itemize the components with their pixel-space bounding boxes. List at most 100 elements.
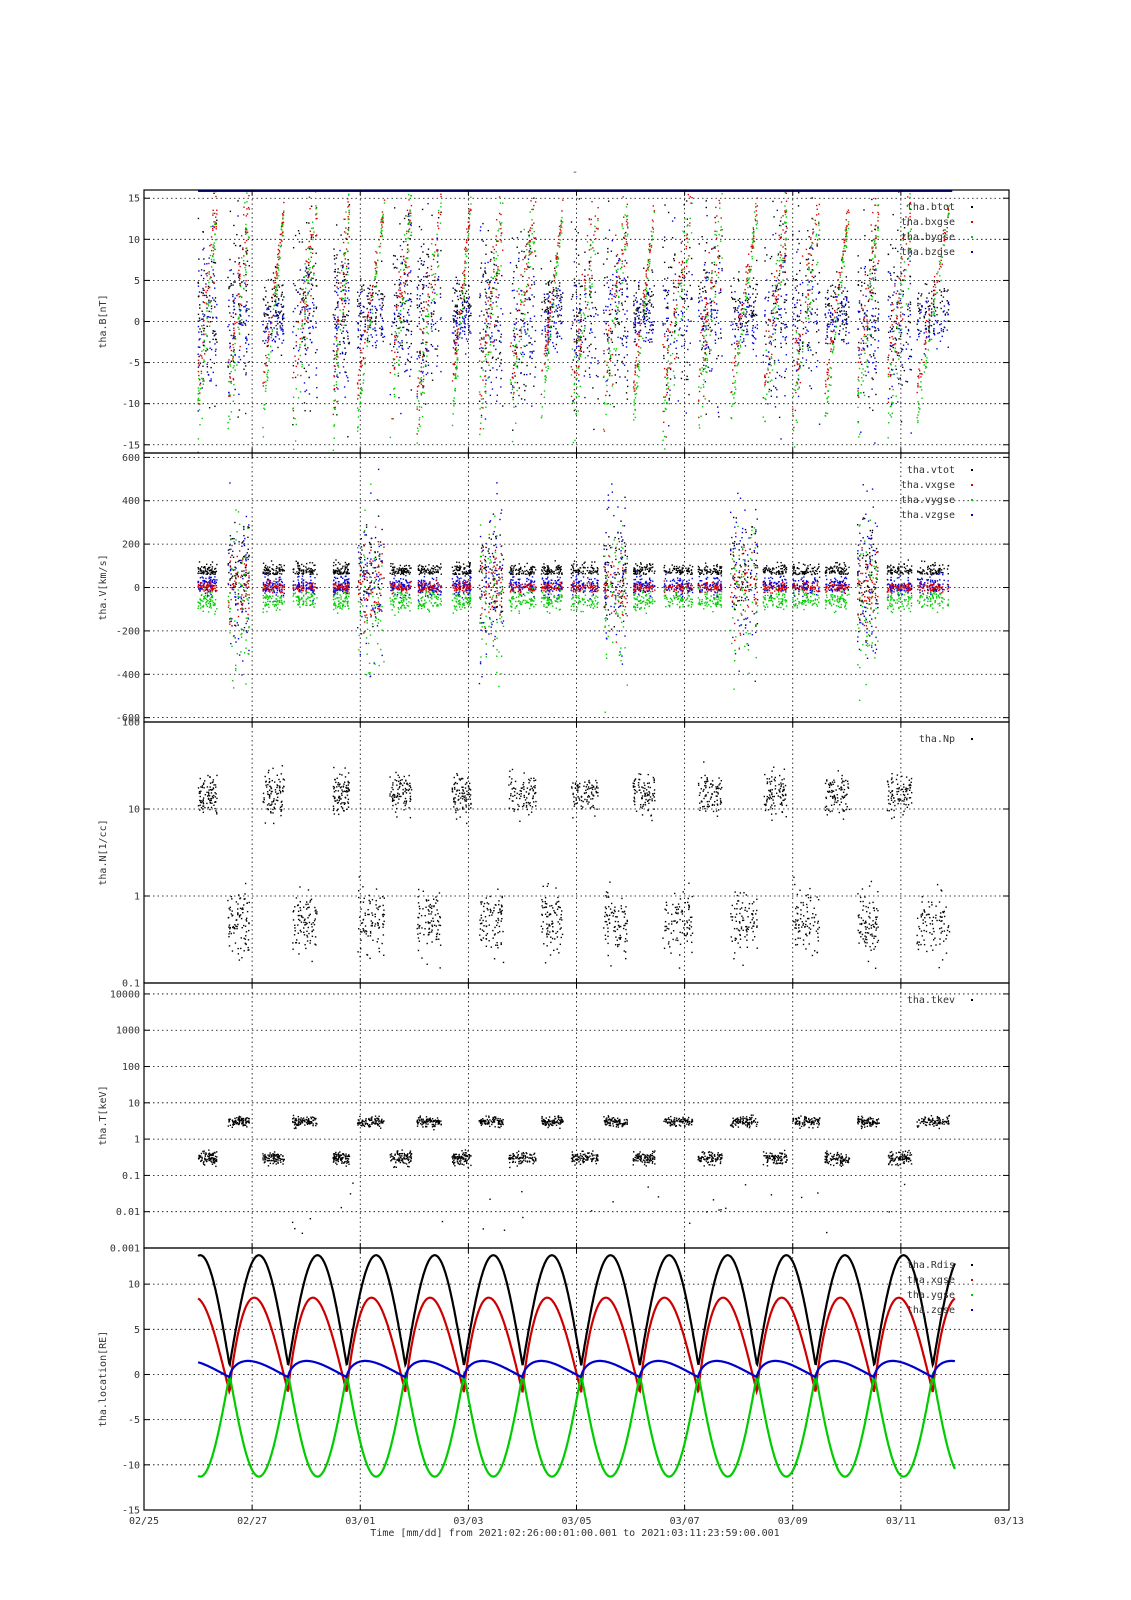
bxgse-point: [618, 296, 620, 298]
btot-point: [532, 268, 534, 270]
bygse-point: [380, 227, 382, 230]
bygse-point: [673, 332, 676, 334]
bxgse-point: [234, 322, 236, 324]
bzgse-point: [574, 318, 576, 321]
bxgse-point: [237, 272, 239, 275]
bzgse-point: [274, 311, 277, 313]
bygse-point: [543, 390, 546, 392]
bzgse-point: [370, 334, 372, 336]
btot-point: [638, 318, 640, 320]
bygse-point: [743, 308, 745, 310]
bygse-point: [401, 302, 403, 304]
bzgse-point: [367, 314, 369, 317]
bzgse-point: [518, 394, 520, 397]
btot-point: [484, 288, 486, 291]
bygse-point: [232, 356, 234, 359]
btot-point: [402, 241, 405, 243]
bygse-point: [197, 393, 200, 395]
btot-point: [214, 306, 216, 308]
bygse-point: [458, 332, 461, 334]
bygse-point: [720, 226, 722, 228]
btot-point: [556, 307, 559, 309]
bzgse-point: [299, 313, 301, 315]
bxgse-point: [212, 214, 214, 216]
bygse-point: [544, 378, 546, 380]
bzgse-point: [547, 333, 549, 336]
bzgse-point: [548, 295, 550, 297]
bxgse-point: [416, 393, 418, 395]
bxgse-point: [626, 222, 629, 224]
bxgse-point: [277, 256, 279, 258]
bygse-point: [559, 239, 561, 241]
bzgse-point: [242, 321, 245, 324]
bzgse-point: [393, 313, 396, 316]
bzgse-point: [197, 366, 200, 368]
bzgse-point: [675, 347, 677, 349]
bxgse-point: [399, 292, 401, 295]
bzgse-point: [493, 341, 495, 343]
bzgse-point: [238, 322, 240, 325]
btot-point: [360, 278, 362, 280]
bxgse-point: [670, 321, 673, 324]
bxgse-point: [280, 239, 282, 241]
bygse-point: [363, 372, 365, 375]
bxgse-point: [269, 326, 272, 329]
bygse-point: [451, 424, 454, 427]
bygse-point: [420, 376, 423, 379]
bxgse-point: [606, 370, 609, 372]
bxgse-point: [267, 337, 269, 340]
bzgse-point: [427, 364, 430, 367]
btot-point: [423, 355, 425, 357]
bygse-point: [688, 238, 690, 241]
bzgse-point: [714, 247, 716, 249]
bzgse-point: [668, 425, 670, 427]
btot-point: [609, 292, 612, 294]
bxgse-point: [437, 221, 439, 224]
bygse-point: [274, 303, 277, 306]
bzgse-point: [468, 310, 470, 312]
bzgse-point: [689, 342, 692, 344]
bygse-point: [638, 363, 640, 366]
bzgse-point: [734, 335, 736, 337]
btot-point: [212, 317, 214, 319]
bzgse-point: [232, 273, 235, 275]
bxgse-point: [479, 393, 481, 396]
bzgse-point: [488, 376, 490, 378]
bzgse-point: [751, 329, 754, 332]
bzgse-point: [670, 334, 673, 337]
bzgse-point: [198, 346, 201, 349]
bxgse-point: [627, 227, 629, 229]
bzgse-point: [210, 378, 212, 380]
bzgse-point: [558, 300, 561, 302]
bzgse-point: [647, 339, 650, 342]
btot-point: [579, 347, 582, 350]
bxgse-point: [456, 352, 458, 355]
bzgse-point: [465, 308, 468, 310]
bygse-point: [529, 241, 532, 243]
bxgse-point: [341, 302, 344, 305]
bxgse-point: [345, 282, 347, 285]
bxgse-point: [334, 365, 336, 368]
bxgse-point: [617, 306, 619, 309]
bygse-point: [427, 332, 429, 335]
bxgse-point: [376, 252, 378, 254]
btot-point: [409, 305, 412, 307]
btot-point: [488, 282, 491, 284]
bxgse-point: [232, 378, 235, 381]
bygse-point: [611, 385, 614, 387]
bzgse-point: [634, 331, 637, 334]
bzgse-point: [303, 279, 305, 282]
bxgse-point: [562, 199, 564, 201]
bygse-point: [479, 408, 481, 410]
bygse-point: [375, 273, 377, 275]
bzgse-point: [721, 355, 723, 357]
btot-point: [304, 291, 306, 293]
bzgse-point: [584, 325, 586, 327]
bzgse-point: [456, 317, 459, 319]
bxgse-point: [393, 367, 396, 369]
bxgse-point: [347, 201, 349, 203]
btot-point: [395, 324, 398, 327]
bxgse-point: [333, 375, 335, 377]
btot-point: [518, 387, 521, 389]
